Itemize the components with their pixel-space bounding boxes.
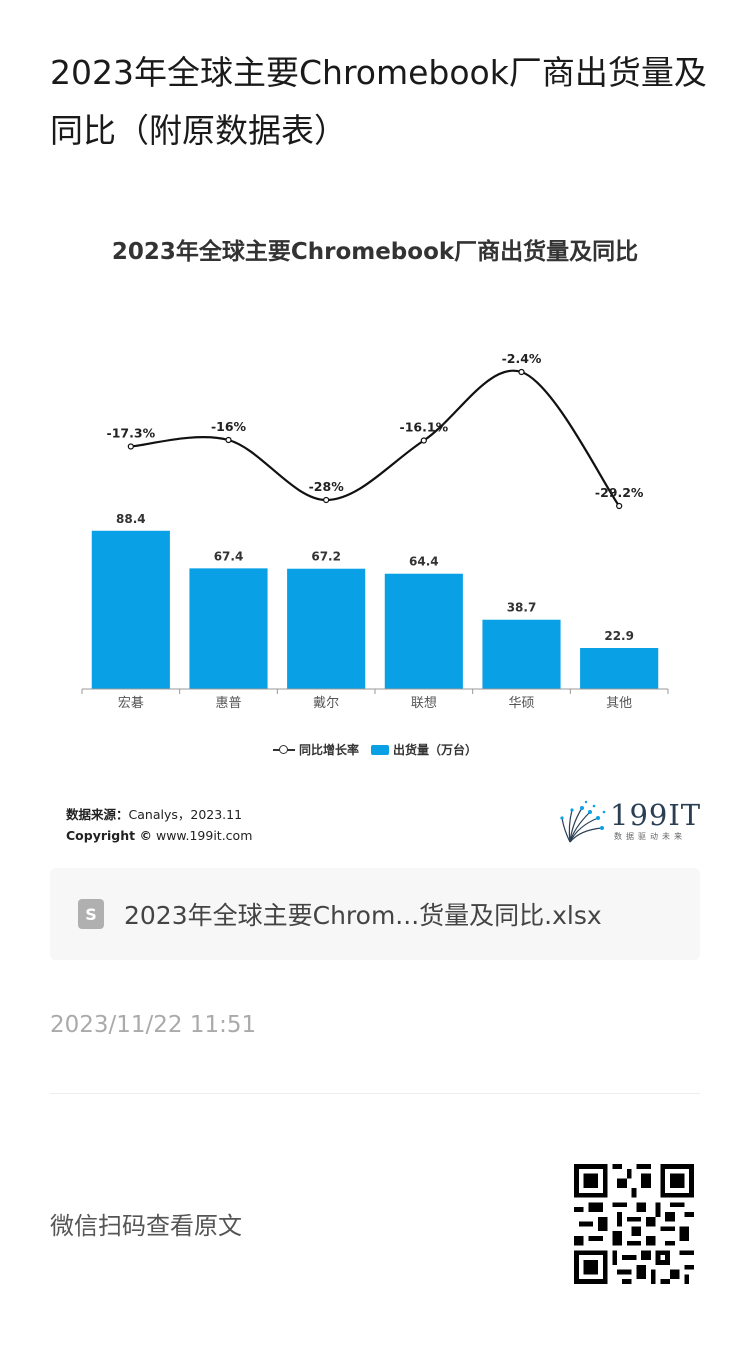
bar-label-0: 88.4 [116, 512, 146, 526]
x-tick-label-1: 惠普 [215, 696, 241, 711]
growth-point-0 [127, 443, 134, 450]
x-tick-label-5: 其他 [606, 696, 632, 711]
bar-label-1: 67.4 [214, 549, 244, 563]
bar-2 [287, 568, 366, 689]
growth-label-1: -16% [211, 419, 247, 434]
bar-1 [189, 568, 268, 689]
attachment-name[interactable]: 2023年全球主要Chrom...货量及同比.xlsx [124, 901, 602, 930]
growth-label-4: -2.4% [502, 351, 542, 366]
brand-logo: 199IT 数据驱动未来 [560, 798, 700, 844]
legend-item-growth: 同比增长率 [272, 741, 359, 758]
source-label: 数据来源： [66, 807, 129, 822]
bar-label-5: 22.9 [604, 629, 634, 643]
source-value: Canalys，2023.11 [128, 807, 243, 822]
growth-point-2 [323, 496, 330, 504]
x-tick-label-0: 宏碁 [118, 696, 144, 711]
legend-label-growth: 同比增长率 [298, 743, 359, 757]
x-tick-label-2: 戴尔 [313, 696, 339, 711]
x-tick-label-3: 联想 [411, 695, 437, 711]
bar-5 [580, 648, 659, 689]
growth-label-0: -17.3% [107, 426, 156, 441]
article-title: 2023年全球主要Chromebook厂商出货量及同比（附原数据表） [50, 53, 707, 150]
logo-tagline: 数据驱动未来 [614, 832, 686, 841]
chart-source: 数据来源：Canalys，2023.11 Copyright © www.199… [66, 804, 252, 846]
legend-label-shipments: 出货量（万台） [393, 743, 478, 757]
growth-label-5: -29.2% [595, 485, 644, 500]
growth-label-3: -16.1% [400, 420, 449, 435]
copyright-label: Copyright © [66, 828, 152, 843]
bar-label-2: 67.2 [311, 550, 341, 564]
spreadsheet-file-icon: S [78, 899, 104, 929]
chart-legend: 同比增长率 出货量（万台） [0, 741, 750, 758]
legend-item-shipments: 出货量（万台） [371, 741, 477, 758]
qr-code-icon[interactable] [574, 1164, 694, 1284]
publish-timestamp: 2023/11/22 11:51 [50, 1012, 257, 1038]
growth-line [130, 369, 621, 507]
bar-4 [482, 619, 561, 689]
bar-3 [384, 573, 463, 689]
chart: 88.4 67.4 67.2 64.4 38.7 22.9 宏碁 惠普 戴尔 联想 华硕 其他 -17.… [81, 351, 669, 711]
growth-point-1 [225, 436, 232, 444]
growth-label-2: -28% [309, 479, 345, 494]
legend-line-marker [272, 744, 295, 755]
dandelion-logo-icon [560, 800, 606, 843]
chart-title: 2023年全球主要Chromebook厂商出货量及同比 [111, 239, 639, 265]
growth-point-4 [518, 368, 525, 376]
bar-label-4: 38.7 [507, 601, 537, 615]
growth-point-5 [616, 502, 623, 510]
growth-point-3 [420, 437, 427, 444]
divider [50, 1093, 700, 1094]
logo-text: 199IT [610, 798, 702, 832]
qr-hint: 微信扫码查看原文 [50, 1212, 242, 1240]
bar-label-3: 64.4 [409, 555, 439, 569]
legend-swatch-shipments [371, 744, 389, 755]
attachment-card[interactable]: S 2023年全球主要Chrom...货量及同比.xlsx [50, 868, 700, 960]
copyright-value: www.199it.com [155, 828, 253, 843]
bar-0 [91, 530, 170, 689]
x-tick-label-4: 华硕 [508, 696, 534, 711]
